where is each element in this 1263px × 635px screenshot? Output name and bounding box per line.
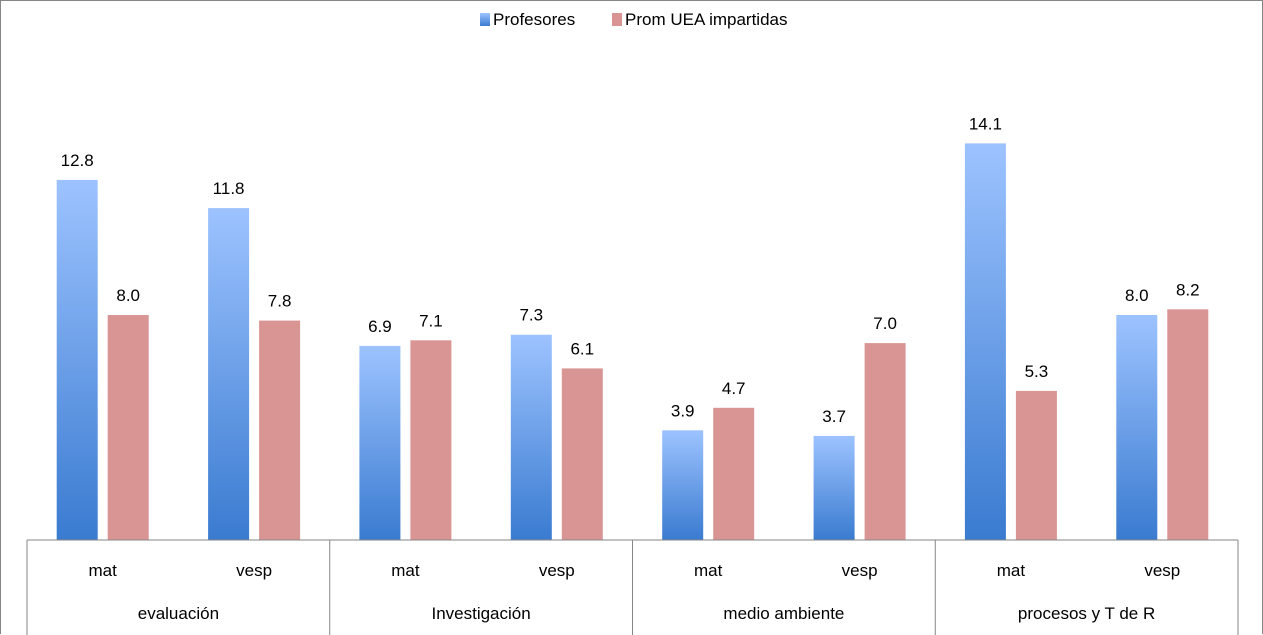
legend-swatch [612,13,622,26]
data-label-profesores-6: 14.1 [969,114,1002,133]
data-label-prom-uea-4: 4.7 [722,379,746,398]
subcategory-label: vesp [539,561,575,580]
data-label-prom-uea-6: 5.3 [1025,362,1049,381]
subcategory-label: vesp [236,561,272,580]
bar-profesores-3 [510,334,552,540]
data-label-profesores-0: 12.8 [61,151,94,170]
bars [56,143,1209,540]
data-label-profesores-7: 8.0 [1125,286,1149,305]
data-label-prom-uea-7: 8.2 [1176,280,1200,299]
value-labels: 12.8 8.0 11.8 7.8 6.9 7.1 7.3 6.1 3.9 4.7 3.7 7.0 14… [61,114,1200,426]
bar-prom-uea-5 [864,343,906,540]
data-label-profesores-4: 3.9 [671,401,695,420]
bar-prom-uea-4 [713,407,755,540]
bar-profesores-0 [56,179,98,540]
legend-item-prom-uea: Prom UEA impartidas [612,10,788,29]
subcategory-label: vesp [842,561,878,580]
data-label-prom-uea-0: 8.0 [116,286,140,305]
x-axis: mat vesp evaluación mat vesp Investigación mat… [26,539,1239,635]
bar-profesores-2 [359,345,401,540]
bar-prom-uea-6 [1015,390,1057,540]
bar-prom-uea-1 [259,320,301,540]
data-label-prom-uea-2: 7.1 [419,311,443,330]
data-label-prom-uea-1: 7.8 [268,292,292,311]
bar-profesores-6 [964,143,1006,540]
subcategory-label: mat [997,561,1026,580]
bar-profesores-5 [813,435,855,540]
data-label-prom-uea-3: 6.1 [570,339,594,358]
group-label: procesos y T de R [1018,604,1155,623]
bar-prom-uea-0 [107,315,149,540]
data-label-profesores-5: 3.7 [822,407,846,426]
data-label-prom-uea-5: 7.0 [873,314,897,333]
data-label-profesores-3: 7.3 [519,306,543,325]
bar-prom-uea-3 [561,368,603,540]
legend-item-profesores: Profesores [480,10,575,29]
group-label: medio ambiente [723,604,844,623]
legend-swatch [480,13,490,26]
group-label: Investigación [431,604,530,623]
bar-prom-uea-2 [410,340,452,540]
subcategory-label: mat [89,561,118,580]
bar-profesores-4 [662,430,704,540]
bar-profesores-1 [208,208,250,540]
legend-label: Prom UEA impartidas [625,10,788,29]
subcategory-label: mat [391,561,420,580]
subcategory-label: mat [694,561,723,580]
data-label-profesores-1: 11.8 [213,179,245,198]
legend: Profesores Prom UEA impartidas [480,10,788,29]
bar-profesores-7 [1116,315,1158,540]
data-label-profesores-2: 6.9 [368,317,392,336]
subcategory-label: vesp [1144,561,1180,580]
bar-prom-uea-7 [1167,309,1209,540]
legend-label: Profesores [493,10,575,29]
group-label: evaluación [138,604,219,623]
